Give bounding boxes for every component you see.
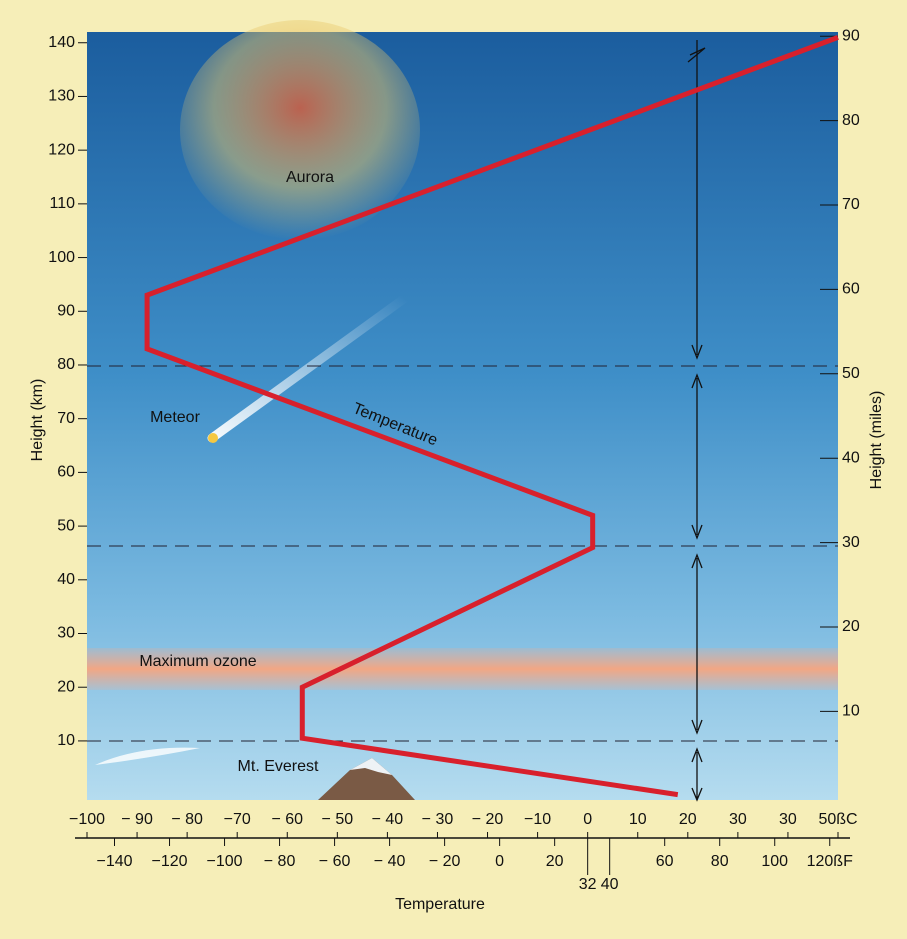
x-tick-label: −70	[224, 811, 251, 828]
y2-tick-label: 10	[842, 703, 860, 720]
y-tick-label: 110	[49, 195, 75, 212]
x2-tick-label: −120	[152, 853, 188, 870]
y-tick-label: 20	[57, 678, 75, 695]
y2-tick-label: 90	[842, 27, 860, 44]
x2-tick-label: 100	[761, 853, 788, 870]
x-tick-label: 30	[779, 811, 797, 828]
x-tick-label: 10	[629, 811, 647, 828]
meteor	[208, 433, 218, 443]
x-tick-label: − 90	[121, 811, 153, 828]
x2-tick-label: −140	[96, 853, 132, 870]
y-tick-label: 90	[57, 302, 75, 319]
x2-tick-label: − 60	[319, 853, 351, 870]
y-tick-label: 120	[48, 141, 75, 158]
x-tick-label: − 80	[171, 811, 203, 828]
y2-tick-label: 20	[842, 618, 860, 635]
y2-tick-label: 50	[842, 365, 860, 382]
x-tick-label: − 60	[271, 811, 303, 828]
y-tick-label: 80	[57, 356, 75, 373]
x-tick-label: − 30	[422, 811, 454, 828]
y-tick-label: 70	[57, 410, 75, 427]
x2-tick-label: 120ßF	[807, 853, 853, 870]
x-tick-label: 30	[729, 811, 747, 828]
x-tick-label: −10	[524, 811, 551, 828]
x-tick-label: 0	[583, 811, 592, 828]
x2-tick-label: − 40	[374, 853, 406, 870]
y-tick-label: 100	[48, 249, 75, 266]
annotation: Aurora	[286, 169, 334, 186]
y-tick-label: 60	[57, 464, 75, 481]
annotation: Mt. Everest	[238, 758, 319, 775]
x2-tick-label: −100	[207, 853, 243, 870]
x2-tick-label: − 20	[429, 853, 461, 870]
x2-tick-label: 20	[546, 853, 564, 870]
y2-tick-label: 70	[842, 196, 860, 213]
y-axis-label: Height (km)	[29, 379, 46, 462]
y2-tick-label: 40	[842, 449, 860, 466]
x2-tick-label: 0	[495, 853, 504, 870]
y-tick-label: 40	[57, 571, 75, 588]
y2-axis-label: Height (miles)	[868, 391, 885, 490]
y2-tick-label: 80	[842, 112, 860, 129]
y2-tick-label: 60	[842, 281, 860, 298]
x-tick-label: − 50	[322, 811, 354, 828]
y-tick-label: 140	[48, 34, 75, 51]
x2-tick-label: 60	[656, 853, 674, 870]
y-tick-label: 50	[57, 517, 75, 534]
y2-tick-label: 30	[842, 534, 860, 551]
x2-tick-label: 40	[601, 876, 619, 893]
x2-tick-label: − 80	[264, 853, 296, 870]
y-tick-label: 10	[57, 732, 75, 749]
annotation: Maximum ozone	[139, 653, 256, 670]
y-tick-label: 130	[48, 88, 75, 105]
x2-tick-label: 80	[711, 853, 729, 870]
x-tick-label: 50ßC	[818, 811, 857, 828]
y-tick-label: 30	[57, 625, 75, 642]
x-tick-label: − 40	[372, 811, 404, 828]
x-tick-label: − 20	[472, 811, 504, 828]
annotation: Meteor	[150, 409, 200, 426]
x-axis-label: Temperature	[395, 896, 485, 913]
x-tick-label: −100	[69, 811, 105, 828]
x-tick-label: 20	[679, 811, 697, 828]
chart: Height (km) Height (miles) Temperature 1…	[0, 0, 907, 934]
x2-tick-label: 32	[579, 876, 597, 893]
